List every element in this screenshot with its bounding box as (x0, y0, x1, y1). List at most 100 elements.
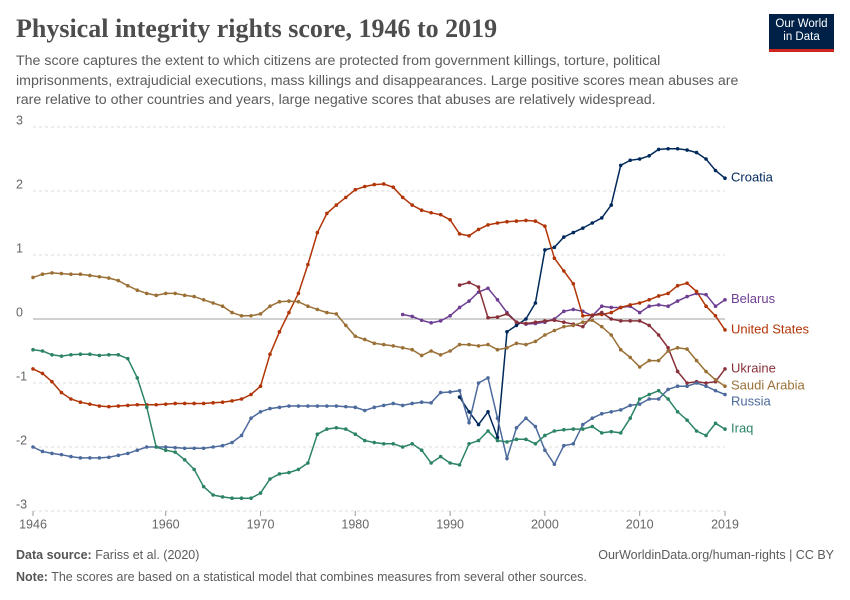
data-point (543, 224, 547, 228)
data-point (59, 271, 64, 276)
data-point (125, 451, 130, 456)
data-point (201, 401, 206, 406)
data-point (618, 163, 623, 168)
data-point (258, 491, 263, 495)
data-point (647, 397, 651, 401)
data-point (31, 445, 35, 449)
data-point (88, 456, 92, 460)
y-tick-label: -3 (16, 497, 27, 511)
logo-text: Our World (775, 18, 828, 30)
data-point (40, 349, 45, 353)
data-point (694, 429, 699, 433)
x-tick-label: 1960 (152, 517, 180, 531)
data-point (552, 256, 557, 261)
data-point (467, 342, 471, 347)
legend-label: Belarus (731, 291, 776, 306)
data-point (524, 317, 528, 321)
data-point (116, 453, 121, 458)
data-point (315, 307, 320, 312)
data-point (268, 352, 272, 357)
data-point (533, 424, 538, 429)
data-point (533, 442, 538, 446)
data-point (467, 299, 471, 303)
data-point (656, 358, 661, 363)
data-point (647, 323, 651, 328)
data-point (590, 416, 595, 421)
series-line (32, 183, 726, 408)
data-point (381, 442, 386, 446)
data-point (69, 272, 73, 277)
data-point (429, 349, 433, 353)
data-point (296, 299, 301, 304)
data-point (429, 321, 433, 325)
data-point (666, 397, 670, 401)
data-point (723, 367, 727, 371)
data-point (344, 404, 348, 409)
data-point (448, 461, 452, 465)
data-point (675, 299, 680, 303)
data-point (419, 400, 424, 405)
data-point (353, 432, 358, 437)
data-point (723, 328, 727, 332)
data-point (125, 283, 130, 288)
data-point (571, 282, 576, 286)
data-point (163, 448, 168, 453)
data-point (609, 203, 614, 207)
data-point (391, 185, 396, 189)
data-point (144, 291, 149, 296)
data-point (694, 358, 699, 363)
data-point (505, 312, 509, 316)
data-point (239, 397, 244, 401)
data-point (723, 392, 727, 397)
data-point (609, 410, 614, 414)
data-point (362, 337, 367, 342)
data-point (135, 448, 140, 453)
url[interactable]: OurWorldinData.org/human-rights | CC BY (598, 548, 834, 562)
data-point (50, 271, 54, 275)
data-point (581, 427, 585, 431)
data-point (467, 234, 471, 238)
data-point (637, 402, 642, 406)
series-line (32, 348, 726, 499)
data-point (163, 291, 168, 296)
data-point (325, 310, 329, 315)
data-point (268, 477, 272, 481)
data-point (514, 323, 519, 328)
data-point (618, 408, 623, 412)
data-point (637, 301, 642, 305)
data-point (116, 353, 121, 357)
source-text[interactable]: Fariss et al. (2020) (95, 548, 200, 562)
data-point (675, 369, 680, 374)
legend-label: Saudi Arabia (731, 378, 805, 393)
data-point (88, 402, 92, 406)
data-point (372, 182, 377, 187)
data-point (647, 154, 651, 158)
data-point (381, 403, 386, 408)
data-point (192, 401, 196, 406)
data-point (448, 349, 452, 353)
data-point (514, 341, 519, 346)
data-point (685, 347, 689, 351)
data-point (495, 416, 500, 421)
data-point (220, 495, 225, 499)
data-point (609, 429, 614, 434)
data-point (599, 324, 604, 329)
data-point (88, 352, 92, 357)
logo[interactable]: Our World in Data (769, 14, 834, 52)
data-point (334, 404, 339, 408)
data-point (400, 312, 405, 317)
data-point (438, 454, 443, 459)
data-point (315, 432, 320, 437)
data-point (116, 278, 121, 283)
data-point (618, 305, 623, 310)
data-point (419, 318, 424, 323)
data-point (552, 328, 557, 333)
data-point (97, 404, 102, 408)
data-point (154, 402, 159, 407)
data-point (201, 446, 206, 451)
data-point (495, 315, 500, 319)
data-point (637, 319, 642, 323)
data-point (647, 298, 651, 302)
data-point (505, 330, 509, 334)
data-point (514, 426, 519, 430)
